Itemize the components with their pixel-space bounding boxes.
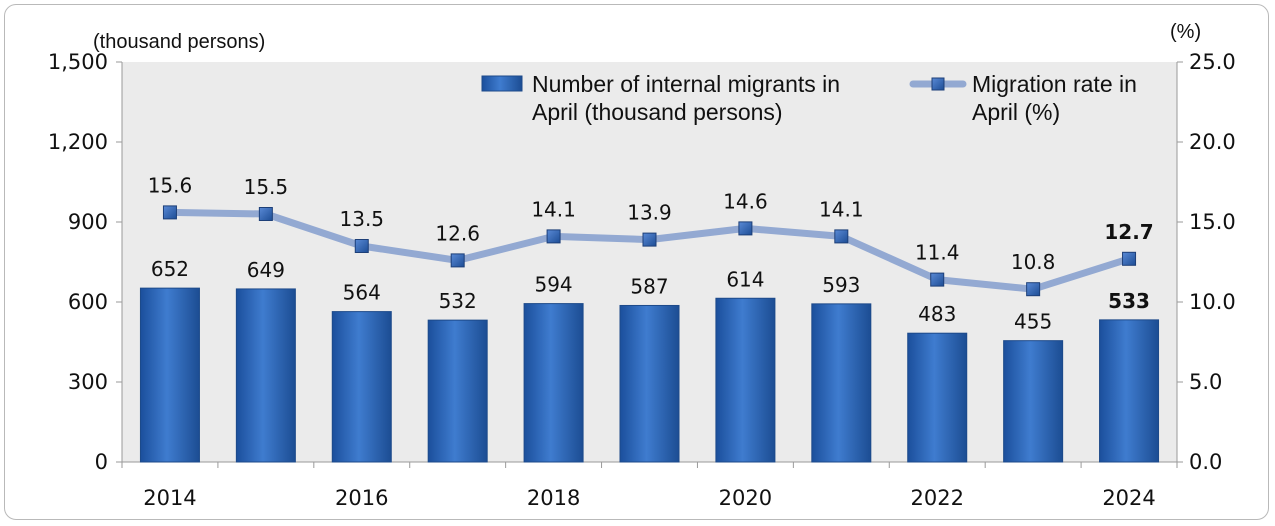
left-tick-label: 1,200 xyxy=(48,130,108,154)
bar-value-label: 532 xyxy=(439,289,477,313)
right-tick-label: 0.0 xyxy=(1189,450,1222,474)
bar-value-label: 587 xyxy=(630,274,668,298)
legend-label-line-line1: Migration rate in xyxy=(972,71,1137,97)
left-tick-label: 1,500 xyxy=(48,50,108,74)
bar-value-label: 614 xyxy=(726,267,764,291)
rate-value-label: 13.9 xyxy=(627,201,672,225)
legend: Number of internal migrants in April (th… xyxy=(481,71,1137,125)
legend-label-bars-line2: April (thousand persons) xyxy=(532,99,783,125)
line-point xyxy=(738,221,753,236)
x-tick-label: 2014 xyxy=(143,486,196,510)
right-tick-label: 20.0 xyxy=(1189,130,1236,154)
legend-label-bars-line1: Number of internal migrants in xyxy=(532,71,840,97)
legend-label-line-line2: April (%) xyxy=(972,99,1060,125)
left-tick-label: 0 xyxy=(95,450,108,474)
legend-item-bars: Number of internal migrants in April (th… xyxy=(481,71,840,125)
line-point xyxy=(834,229,849,244)
line-point xyxy=(642,232,657,247)
line-point xyxy=(258,207,273,221)
rate-value-label: 13.5 xyxy=(340,207,385,231)
x-tick-label: 2024 xyxy=(1102,486,1155,510)
line-point xyxy=(930,272,945,287)
line-series xyxy=(162,205,1137,297)
rate-value-label: 14.6 xyxy=(723,189,768,213)
bar xyxy=(523,303,584,463)
x-tick-label: 2016 xyxy=(335,486,388,510)
right-tick-label: 5.0 xyxy=(1189,370,1222,394)
line-point xyxy=(1122,251,1137,266)
left-tick-label: 600 xyxy=(68,290,108,314)
bar-value-label: 483 xyxy=(918,302,956,326)
rate-value-label: 15.5 xyxy=(244,175,289,199)
rate-value-label: 14.1 xyxy=(531,197,576,221)
bar-value-label: 455 xyxy=(1014,310,1052,334)
bar xyxy=(715,297,776,463)
bar-series xyxy=(139,287,1160,463)
left-tick-label: 900 xyxy=(68,210,108,234)
right-tick-label: 15.0 xyxy=(1189,210,1236,234)
legend-swatch-marker xyxy=(931,77,945,91)
bar xyxy=(427,319,488,463)
rate-value-label: 14.1 xyxy=(819,197,864,221)
bar xyxy=(331,311,392,463)
right-y-axis: 0.0 5.0 10.0 15.0 20.0 25.0 xyxy=(1176,50,1236,474)
right-tick-label: 10.0 xyxy=(1189,290,1236,314)
rate-value-label: 12.6 xyxy=(435,221,480,245)
rate-value-label: 11.4 xyxy=(915,241,960,265)
line-point xyxy=(1026,282,1041,297)
data-labels: 652 649 564 532 594 587 614 593 483 455 533 15.6 15.… xyxy=(148,173,1154,333)
line-point xyxy=(450,253,465,268)
x-tick-label: 2018 xyxy=(527,486,580,510)
bar xyxy=(907,332,968,463)
legend-item-line: Migration rate in April (%) xyxy=(909,71,1137,125)
x-axis: 2014 2016 2018 2020 2022 2024 xyxy=(121,461,1178,510)
bar xyxy=(1003,340,1064,463)
left-y-axis: 0 300 600 900 1,200 1,500 xyxy=(48,50,123,474)
bar-value-label: 594 xyxy=(534,273,572,297)
rate-value-label: 10.8 xyxy=(1011,250,1056,274)
right-axis-unit-label: (%) xyxy=(1170,21,1201,43)
line-point xyxy=(354,239,369,253)
rate-value-label: 12.7 xyxy=(1104,220,1153,244)
bar-value-label: 649 xyxy=(247,258,285,282)
bar-value-label: 564 xyxy=(343,281,381,305)
bar xyxy=(811,303,872,463)
line-point xyxy=(162,205,177,220)
bar xyxy=(1099,319,1160,463)
bar-value-label: 593 xyxy=(822,273,860,297)
bar xyxy=(619,304,680,463)
left-tick-label: 300 xyxy=(68,370,108,394)
left-axis-unit-label: (thousand persons) xyxy=(93,31,265,53)
x-tick-label: 2022 xyxy=(911,486,964,510)
x-tick-label: 2020 xyxy=(719,486,772,510)
line-point xyxy=(546,229,561,244)
rate-value-label: 15.6 xyxy=(148,173,193,197)
bar xyxy=(139,287,200,463)
right-tick-label: 25.0 xyxy=(1189,50,1236,74)
bar-value-label: 533 xyxy=(1108,289,1150,313)
bar xyxy=(235,288,296,463)
bar-value-label: 652 xyxy=(151,257,189,281)
legend-swatch-bar xyxy=(481,75,523,92)
